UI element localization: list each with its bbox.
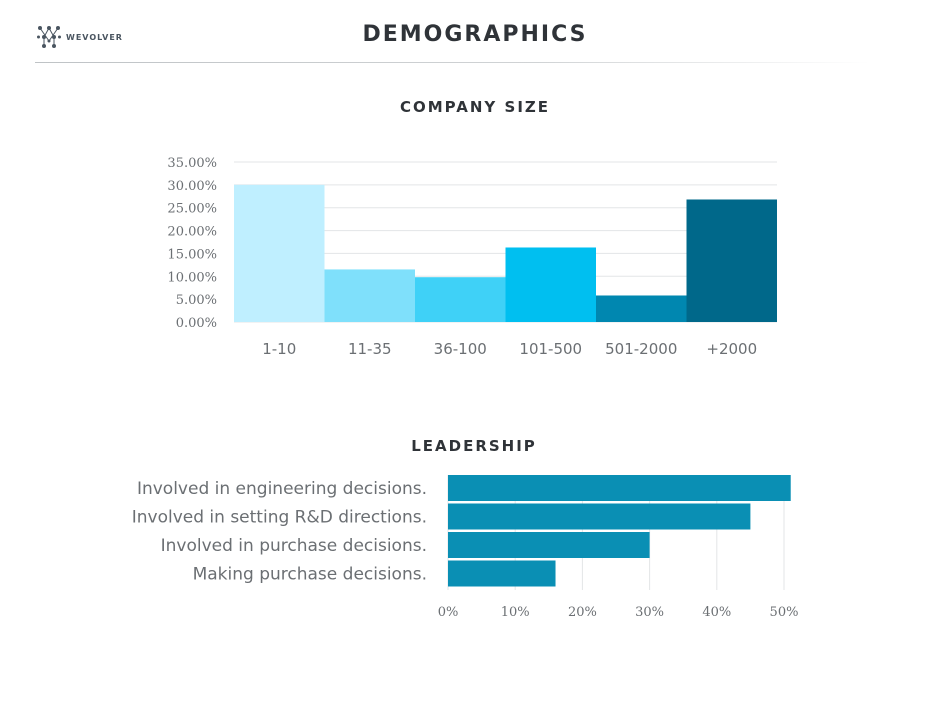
company-y-tick-label: 30.00% xyxy=(167,179,217,194)
company-bar xyxy=(415,277,506,322)
company-y-tick-label: 20.00% xyxy=(167,225,217,240)
leadership-category-label: Involved in setting R&D directions. xyxy=(132,508,427,528)
logo-text: WEVOLVER xyxy=(66,32,123,42)
company-x-category-label: 501-2000 xyxy=(605,340,677,358)
leadership-category-label: Involved in purchase decisions. xyxy=(161,536,427,556)
wevolver-logo: WEVOLVER xyxy=(37,25,123,49)
company-bar xyxy=(234,184,325,322)
header-divider xyxy=(35,62,870,63)
company-y-tick-label: 10.00% xyxy=(167,270,217,285)
company-x-category-label: 11-35 xyxy=(348,340,392,358)
leadership-bar xyxy=(448,475,791,501)
leadership-bar xyxy=(448,503,751,530)
company-y-tick-label: 15.00% xyxy=(167,247,217,262)
leadership-bar xyxy=(448,532,650,558)
leadership-x-tick-label: 10% xyxy=(501,605,530,620)
company-x-category-label: +2000 xyxy=(706,340,757,358)
company-bar xyxy=(686,199,777,322)
company-y-tick-label: 25.00% xyxy=(167,202,217,217)
leadership-bar xyxy=(448,560,556,587)
leadership-category-label: Involved in engineering decisions. xyxy=(137,479,427,499)
leadership-x-tick-label: 50% xyxy=(770,605,799,620)
page-title: DEMOGRAPHICS xyxy=(362,22,588,47)
leadership-x-tick-label: 0% xyxy=(438,605,459,620)
company-x-category-label: 1-10 xyxy=(262,340,296,358)
logo-mark-icon xyxy=(37,26,61,48)
company-y-tick-label: 0.00% xyxy=(176,316,217,331)
company-bar xyxy=(596,295,687,322)
company-size-chart-title: COMPANY SIZE xyxy=(399,98,551,116)
company-bar xyxy=(324,269,415,322)
company-bar xyxy=(505,247,596,322)
leadership-x-tick-label: 20% xyxy=(568,605,597,620)
leadership-x-tick-label: 30% xyxy=(635,605,664,620)
leadership-chart-title: LEADERSHIP xyxy=(411,437,537,455)
company-y-tick-label: 5.00% xyxy=(176,293,217,308)
leadership-category-label: Making purchase decisions. xyxy=(193,565,427,585)
company-y-tick-label: 35.00% xyxy=(167,156,217,171)
leadership-x-tick-label: 40% xyxy=(702,605,731,620)
company-x-category-label: 36-100 xyxy=(434,340,487,358)
company-x-category-label: 101-500 xyxy=(519,340,582,358)
